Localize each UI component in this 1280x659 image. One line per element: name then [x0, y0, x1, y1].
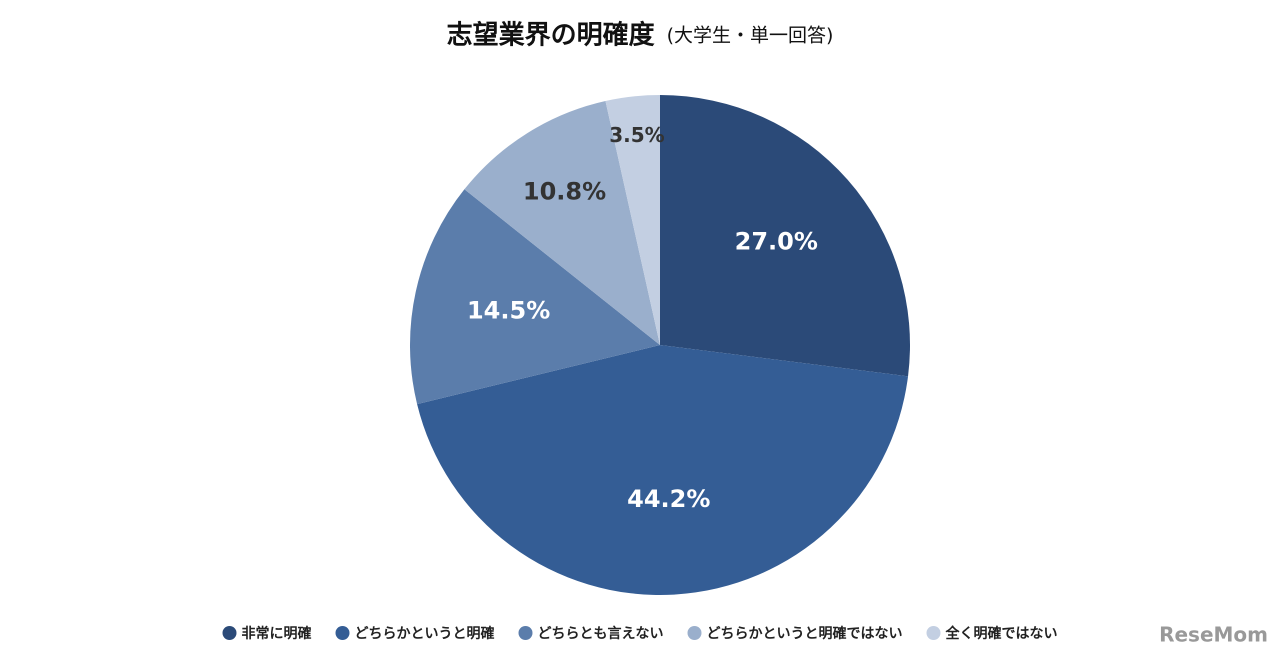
- legend-marker: [335, 626, 350, 640]
- pie-slice: [417, 345, 909, 596]
- data-label: 3.5%: [609, 123, 664, 147]
- pie-slice: [605, 95, 660, 345]
- legend-label: どちらかというと明確ではない: [707, 625, 903, 642]
- data-label: 10.8%: [523, 177, 606, 205]
- watermark: ReseMom: [1159, 623, 1268, 647]
- chart-title: 志望業界の明確度: [447, 20, 655, 51]
- pie-slice: [464, 101, 660, 345]
- legend-label: 非常に明確: [242, 625, 312, 642]
- legend-label: どちらかというと明確: [355, 625, 495, 642]
- legend-marker: [926, 626, 941, 640]
- legend-marker: [518, 626, 533, 640]
- pie-slice: [660, 95, 910, 377]
- chart-subtitle: (大学生・単一回答): [667, 25, 834, 47]
- pie-slice: [410, 189, 660, 405]
- data-label: 14.5%: [467, 297, 550, 325]
- legend-label: どちらとも言えない: [538, 625, 664, 642]
- legend-label: 全く明確ではない: [945, 625, 1058, 642]
- legend: 非常に明確 どちらかというと明確 どちらとも言えない どちらかというと明確ではない 全く…: [222, 625, 1058, 642]
- legend-marker: [687, 626, 702, 640]
- data-label: 44.2%: [627, 485, 710, 513]
- legend-marker: [222, 626, 237, 640]
- data-label: 27.0%: [735, 227, 818, 255]
